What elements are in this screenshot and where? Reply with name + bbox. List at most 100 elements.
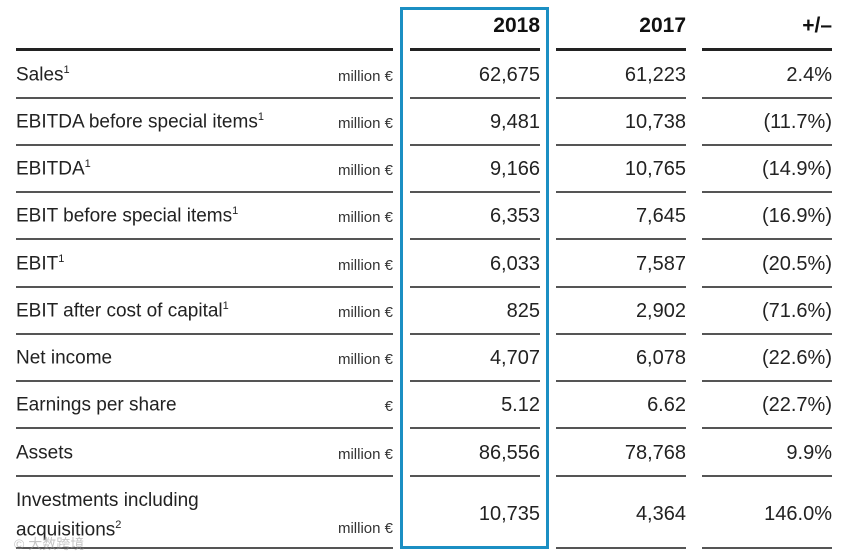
- row-rule: [410, 380, 540, 382]
- value-v2018: 6,353: [489, 205, 540, 227]
- row-unit: €: [384, 398, 393, 415]
- row-unit: million €: [337, 115, 393, 132]
- value-v2018: 6,033: [489, 253, 540, 275]
- value-v2017: 10,738: [624, 111, 686, 133]
- header-2018: 2018: [493, 14, 540, 37]
- row-label: Investments including acquisitions2: [16, 490, 199, 541]
- row-label: EBIT before special items1: [16, 205, 239, 227]
- row-rule: [702, 427, 832, 429]
- row-unit: million €: [337, 257, 393, 274]
- header-rule: [16, 48, 393, 51]
- row-rule: [410, 475, 540, 477]
- row-label: Sales1: [16, 64, 70, 86]
- row-label: Assets: [16, 442, 74, 464]
- value-change: (20.5%): [761, 253, 832, 275]
- row-rule: [410, 144, 540, 146]
- value-v2017: 7,587: [635, 253, 686, 275]
- row-rule: [16, 191, 393, 193]
- row-unit: million €: [337, 446, 393, 463]
- value-v2018: 9,481: [489, 111, 540, 133]
- value-2018: 10,735: [478, 503, 540, 525]
- row-rule: [410, 191, 540, 193]
- table-row: Net income million € 4,707 6,078 (22.6%): [0, 334, 849, 382]
- row-unit: million €: [337, 209, 393, 226]
- value-v2018: 9,166: [489, 158, 540, 180]
- value-change: (22.7%): [761, 394, 832, 416]
- header-change: +/–: [802, 14, 832, 37]
- row-unit: million €: [337, 162, 393, 179]
- row-unit: million €: [337, 304, 393, 321]
- value-2017: 4,364: [635, 503, 686, 525]
- value-v2017: 78,768: [624, 442, 686, 464]
- row-rule: [702, 144, 832, 146]
- row-rule: [702, 97, 832, 99]
- row-rule: [556, 97, 686, 99]
- value-v2018: 86,556: [478, 442, 540, 464]
- table-row: EBIT before special items1 million € 6,353…: [0, 192, 849, 240]
- row-rule: [556, 333, 686, 335]
- value-v2018: 825: [506, 300, 540, 322]
- value-v2018: 62,675: [478, 64, 540, 86]
- table-row: Investments including acquisitions2 milli…: [0, 476, 849, 549]
- row-rule: [16, 238, 393, 240]
- value-change: (11.7%): [763, 111, 832, 133]
- row-rule: [702, 286, 832, 288]
- value-v2018: 5.12: [501, 394, 540, 416]
- value-change: (16.9%): [761, 205, 832, 227]
- row-rule: [702, 380, 832, 382]
- table-row: EBIT1 million € 6,033 7,587 (20.5%): [0, 240, 849, 288]
- row-rule: [556, 427, 686, 429]
- row-rule: [556, 238, 686, 240]
- row-rule: [16, 286, 393, 288]
- value-v2017: 10,765: [624, 158, 686, 180]
- row-unit: million €: [337, 68, 393, 85]
- table-row: Sales1 million € 62,675 61,223 2.4%: [0, 51, 849, 99]
- row-label: EBITDA1: [16, 158, 91, 180]
- value-change: (14.9%): [761, 158, 832, 180]
- table-row: Earnings per share €5.12 6.62 (22.7%): [0, 381, 849, 429]
- value-change: 146.0%: [764, 503, 832, 525]
- value-change: 9.9%: [786, 442, 832, 464]
- highlight-2018-column: [400, 7, 549, 549]
- value-v2017: 2,902: [635, 300, 686, 322]
- row-rule: [556, 547, 686, 549]
- value-change: (71.6%): [761, 300, 832, 322]
- header-2017: 2017: [639, 14, 686, 37]
- row-rule: [16, 97, 393, 99]
- row-rule: [556, 380, 686, 382]
- value-v2018: 4,707: [489, 347, 540, 369]
- row-rule: [556, 191, 686, 193]
- row-rule: [556, 475, 686, 477]
- watermark: © 大数跨境: [14, 536, 85, 552]
- row-rule: [702, 475, 832, 477]
- value-change: (22.6%): [761, 347, 832, 369]
- row-label: Net income: [16, 347, 113, 369]
- row-rule: [556, 144, 686, 146]
- row-rule: [16, 475, 393, 477]
- row-rule: [410, 333, 540, 335]
- row-rule: [702, 333, 832, 335]
- row-label: Earnings per share: [16, 394, 177, 416]
- table-row: EBITDA1 million € 9,166 10,765 (14.9%): [0, 145, 849, 193]
- row-unit: million €: [337, 520, 393, 537]
- row-rule: [16, 547, 393, 549]
- row-label: EBIT1: [16, 253, 65, 275]
- row-rule: [410, 286, 540, 288]
- row-rule: [702, 191, 832, 193]
- table-row: EBITDA before special items1 million € 9,4…: [0, 98, 849, 146]
- value-v2017: 61,223: [624, 64, 686, 86]
- row-label: EBIT after cost of capital1: [16, 300, 229, 322]
- row-rule: [16, 144, 393, 146]
- header-rule: [556, 48, 686, 51]
- row-label: EBITDA before special items1: [16, 111, 264, 133]
- value-change: 2.4%: [786, 64, 832, 86]
- row-rule: [16, 380, 393, 382]
- header-rule: [702, 48, 832, 51]
- table-row: Assets million € 86,556 78,768 9.9%: [0, 429, 849, 477]
- row-rule: [410, 238, 540, 240]
- row-rule: [410, 97, 540, 99]
- header-rule: [410, 48, 540, 51]
- table-row: EBIT after cost of capital1 million € 825 2…: [0, 287, 849, 335]
- row-rule: [556, 286, 686, 288]
- row-rule: [702, 238, 832, 240]
